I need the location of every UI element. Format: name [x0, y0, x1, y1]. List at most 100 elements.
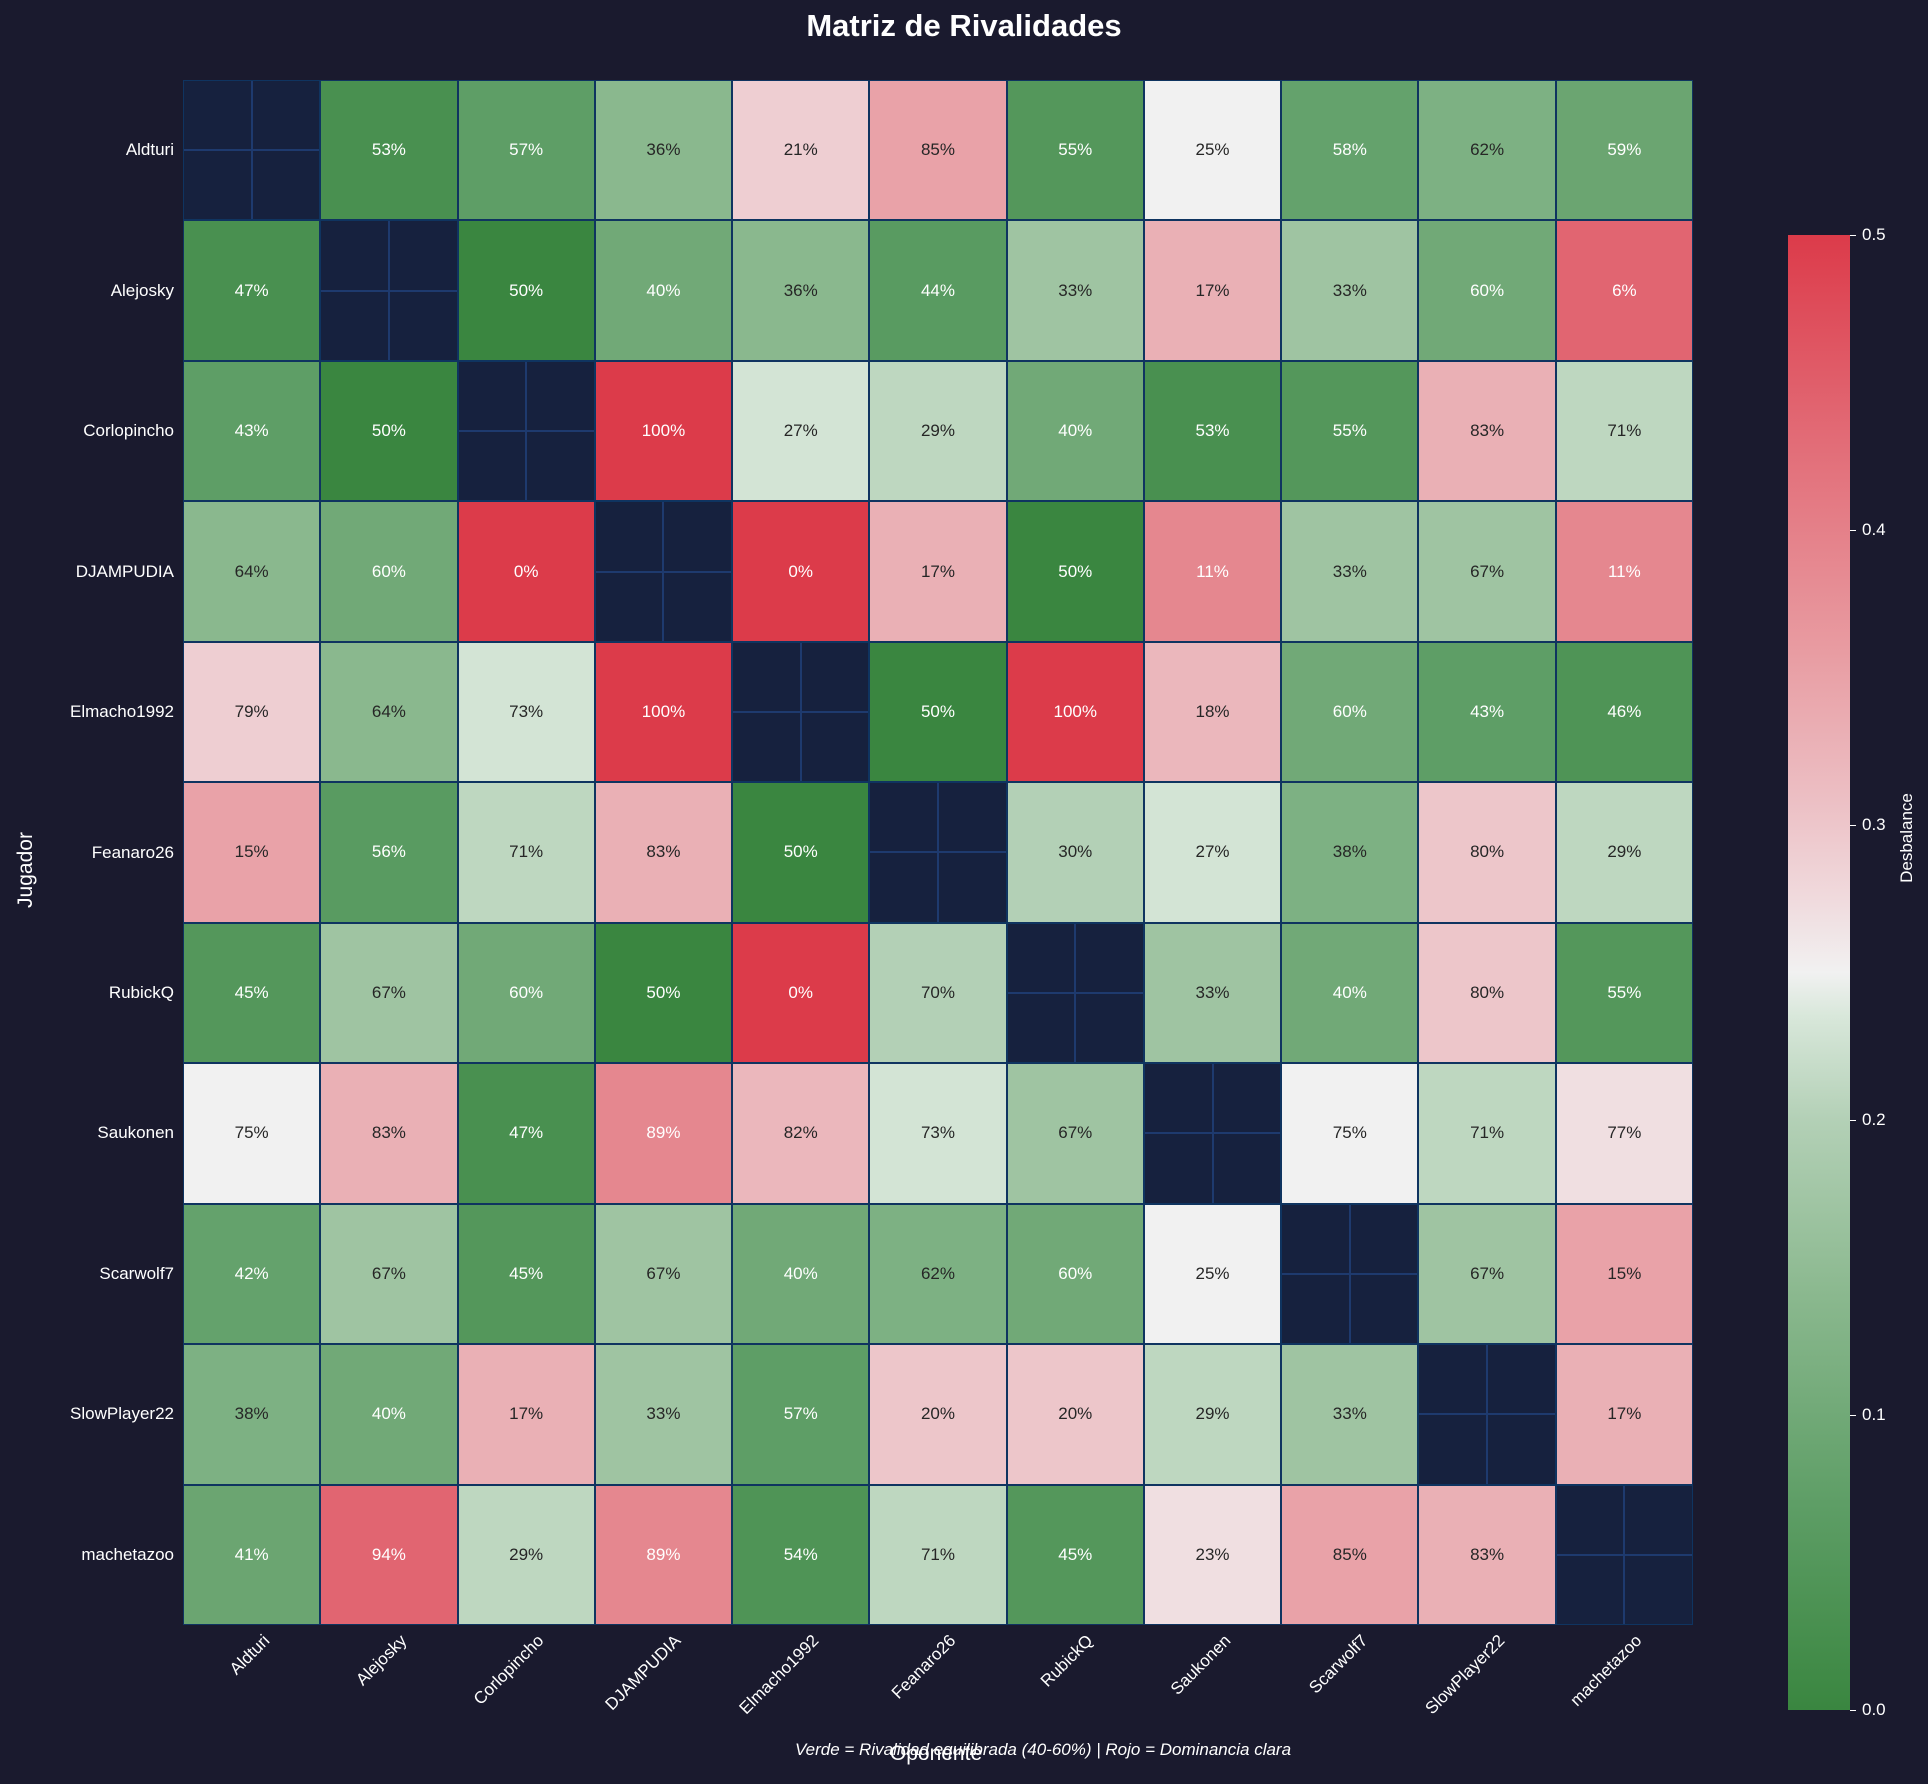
heatmap-cell: 75%	[183, 1063, 321, 1204]
heatmap-cell: 80%	[1418, 782, 1556, 923]
y-tick-label: SlowPlayer22	[70, 1404, 174, 1424]
heatmap-cell: 85%	[1281, 1484, 1419, 1625]
heatmap-cell: 17%	[869, 501, 1007, 642]
heatmap-cell: 0%	[732, 501, 870, 642]
x-tick-label: Feanaro26	[887, 1631, 960, 1703]
heatmap-cell: 45%	[183, 922, 321, 1064]
heatmap-cell: 38%	[183, 1344, 321, 1485]
heatmap-cell: 17%	[1555, 1344, 1693, 1485]
heatmap-cell: 79%	[183, 641, 321, 783]
x-tick-label: Scarwolf7	[1305, 1631, 1372, 1698]
heatmap-cell: 83%	[594, 782, 733, 923]
heatmap-cell: 33%	[1006, 220, 1144, 361]
x-axis-title: Oponente	[889, 1742, 983, 1765]
heatmap-cell: 70%	[869, 922, 1007, 1064]
heatmap-cell: 100%	[1006, 641, 1144, 783]
heatmap-cell: 43%	[183, 360, 321, 502]
heatmap-cell: 50%	[732, 782, 870, 923]
heatmap-cell: 67%	[594, 1203, 733, 1345]
heatmap-cell: 47%	[457, 1063, 595, 1204]
heatmap-cell: 20%	[1006, 1344, 1144, 1485]
heatmap-cell-diagonal	[457, 360, 595, 502]
x-tick-label: RubickQ	[1037, 1631, 1097, 1691]
colorbar-tick-label: 0.2	[1862, 1110, 1886, 1129]
heatmap-cell: 60%	[457, 922, 595, 1064]
heatmap-cell: 36%	[594, 80, 733, 221]
heatmap-cell: 0%	[457, 501, 595, 642]
x-tick-label: machetazoo	[1566, 1631, 1646, 1710]
heatmap-cell: 50%	[457, 220, 595, 361]
heatmap-cell: 67%	[1418, 501, 1556, 642]
y-tick-label: Alejosky	[110, 280, 174, 300]
heatmap-cell: 38%	[1281, 782, 1419, 923]
y-tick-label: Elmacho1992	[70, 702, 174, 722]
heatmap-cell: 73%	[457, 641, 595, 783]
colorbar	[1788, 235, 1850, 1710]
heatmap-cell: 17%	[457, 1344, 595, 1485]
x-tick-label: Alejosky	[352, 1631, 411, 1690]
colorbar-tick-label: 0.0	[1862, 1700, 1886, 1719]
legend-caption: Verde = Rivalidad equilibrada (40-60%) |…	[794, 1740, 1292, 1759]
heatmap-cell: 33%	[1281, 220, 1419, 361]
heatmap-cell: 89%	[594, 1484, 733, 1625]
heatmap-cell: 58%	[1281, 80, 1419, 221]
y-tick-label: machetazoo	[81, 1544, 174, 1564]
heatmap-grid: 53% 57% 36% 21% 85% 55% 25% 58% 62% 59% 47% 50% 40% 3…	[183, 80, 1693, 1625]
heatmap-cell: 94%	[320, 1484, 458, 1625]
heatmap-cell: 64%	[183, 501, 321, 642]
heatmap-cell: 71%	[1418, 1063, 1556, 1204]
heatmap-cell: 40%	[1006, 360, 1144, 502]
heatmap-cell: 15%	[1555, 1203, 1693, 1345]
heatmap-cell: 11%	[1555, 501, 1693, 642]
heatmap-cell: 45%	[457, 1203, 595, 1345]
heatmap-cell-diagonal	[1418, 1344, 1556, 1485]
heatmap-cell: 40%	[1281, 922, 1419, 1064]
heatmap-cell: 53%	[320, 80, 458, 221]
heatmap-cell: 100%	[594, 360, 733, 502]
heatmap-cell: 67%	[1418, 1203, 1556, 1345]
heatmap-cell: 29%	[1555, 782, 1693, 923]
heatmap-cell: 55%	[1555, 922, 1693, 1064]
y-tick-label: Aldturi	[125, 140, 174, 160]
heatmap-cell-diagonal	[1281, 1203, 1419, 1345]
y-tick-label: Scarwolf7	[99, 1263, 174, 1283]
heatmap-cell: 83%	[1418, 1484, 1556, 1625]
heatmap-cell: 53%	[1143, 360, 1282, 502]
heatmap-cell: 44%	[869, 220, 1007, 361]
heatmap-cell: 67%	[320, 1203, 458, 1345]
heatmap-cell: 59%	[1555, 80, 1693, 221]
heatmap-cell: 33%	[594, 1344, 733, 1485]
heatmap-cell: 55%	[1281, 360, 1419, 502]
heatmap-cell: 27%	[1143, 782, 1282, 923]
heatmap-cell: 55%	[1006, 80, 1144, 221]
heatmap-cell: 0%	[732, 922, 870, 1064]
heatmap-cell: 25%	[1143, 80, 1282, 221]
heatmap-cell: 82%	[732, 1063, 870, 1204]
heatmap-cell-diagonal	[183, 80, 321, 221]
y-tick-label: Corlopincho	[83, 421, 174, 441]
heatmap-cell: 75%	[1281, 1063, 1419, 1204]
heatmap-cell: 64%	[320, 641, 458, 783]
heatmap-cell: 50%	[1006, 501, 1144, 642]
heatmap-cell-diagonal	[1006, 922, 1144, 1064]
heatmap-cell: 50%	[594, 922, 733, 1064]
heatmap-cell: 47%	[183, 220, 321, 361]
heatmap-cell: 30%	[1006, 782, 1144, 923]
chart-title: Matriz de Rivalidades	[806, 8, 1122, 43]
heatmap-cell: 67%	[320, 922, 458, 1064]
colorbar-tick-mark	[1850, 825, 1856, 826]
x-tick-label: DJAMPUDIA	[601, 1631, 685, 1714]
heatmap-cell: 25%	[1143, 1203, 1282, 1345]
heatmap-cell: 33%	[1281, 1344, 1419, 1485]
heatmap-cell: 41%	[183, 1484, 321, 1625]
x-tick-label: Aldturi	[225, 1631, 274, 1679]
x-tick-label: Elmacho1992	[735, 1631, 823, 1718]
heatmap-cell: 17%	[1143, 220, 1282, 361]
heatmap-cell: 23%	[1143, 1484, 1282, 1625]
colorbar-tick-label: 0.3	[1862, 815, 1886, 834]
heatmap-cell: 40%	[320, 1344, 458, 1485]
heatmap-cell: 100%	[594, 641, 733, 783]
heatmap-cell: 18%	[1143, 641, 1282, 783]
heatmap-cell: 83%	[1418, 360, 1556, 502]
colorbar-tick-mark	[1850, 1415, 1856, 1416]
